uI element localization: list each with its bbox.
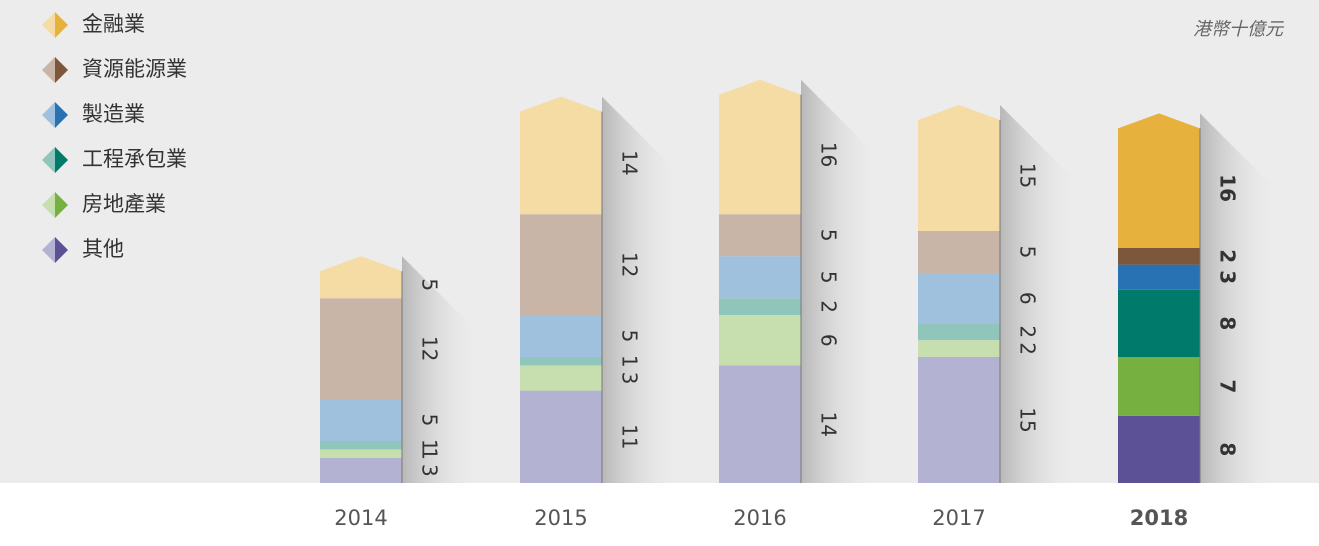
legend-label: 其他 <box>82 237 124 261</box>
bar-segment <box>320 441 402 450</box>
value-label: 5 <box>817 271 841 284</box>
bar-segment <box>520 315 602 357</box>
bar-segment <box>320 298 402 399</box>
value-label: 12 <box>618 252 642 277</box>
value-label: 8 <box>1216 316 1240 330</box>
bar-segment <box>719 256 801 299</box>
bar-segment <box>719 214 801 257</box>
value-label: 15 <box>1016 163 1040 188</box>
bar-segment <box>1118 113 1200 248</box>
bar-segment <box>1118 415 1200 483</box>
value-label: 2 <box>817 300 841 313</box>
x-tick-label: 2016 <box>733 506 786 530</box>
bar-segment <box>719 79 801 215</box>
bar-segment <box>520 390 602 483</box>
bar-segment <box>1118 247 1200 265</box>
legend-swatch <box>55 237 68 263</box>
legend-label: 金融業 <box>82 12 145 36</box>
value-label: 3 <box>618 372 642 385</box>
value-label: 14 <box>817 411 841 436</box>
bar-segment <box>320 457 402 483</box>
bar-segment <box>918 323 1000 341</box>
bar-shadow <box>1000 105 1080 483</box>
value-label: 5 <box>418 278 442 291</box>
bar-segment <box>918 231 1000 273</box>
bar-segment <box>1118 357 1200 416</box>
bar-shadow <box>1200 113 1280 484</box>
x-tick-label: 2018 <box>1130 506 1188 530</box>
legend-swatch <box>42 147 55 173</box>
bar-segment <box>520 357 602 366</box>
value-label: 2 <box>1016 325 1040 338</box>
value-label: 6 <box>817 334 841 347</box>
value-label: 16 <box>817 142 841 167</box>
value-label: 6 <box>1016 292 1040 305</box>
unit-label: 港幣十億元 <box>1193 19 1285 40</box>
legend-swatch <box>55 147 68 173</box>
bar-segment <box>520 365 602 391</box>
value-label: 5 <box>618 330 642 343</box>
bar-segment <box>918 273 1000 324</box>
value-label: 3 <box>418 464 442 477</box>
legend-label: 房地產業 <box>82 192 166 216</box>
bar-segment <box>918 105 1000 231</box>
legend-label: 工程承包業 <box>82 147 187 171</box>
legend-swatch <box>42 12 55 38</box>
legend-swatch <box>42 102 55 128</box>
x-tick-label: 2015 <box>534 506 587 530</box>
legend-swatch <box>55 102 68 128</box>
bar-shadow <box>602 96 682 483</box>
value-label: 11 <box>618 424 642 449</box>
bar-segment <box>918 340 1000 357</box>
legend-swatch <box>42 192 55 218</box>
legend-swatch <box>42 57 55 83</box>
bar-segment <box>320 449 402 458</box>
bar-segment <box>918 357 1000 483</box>
bar-shadow <box>801 79 881 484</box>
value-label: 14 <box>618 150 642 175</box>
value-label: 2 <box>1016 342 1040 355</box>
legend-swatch <box>55 12 68 38</box>
value-label: 8 <box>1216 442 1240 456</box>
value-label: 15 <box>1016 407 1040 432</box>
legend-swatch <box>42 237 55 263</box>
value-label: 1 <box>418 447 442 460</box>
value-label: 16 <box>1216 174 1240 202</box>
bar-segment <box>520 214 602 315</box>
value-label: 3 <box>1216 270 1240 284</box>
x-tick-label: 2017 <box>932 506 985 530</box>
legend-label: 資源能源業 <box>82 57 187 81</box>
value-label: 7 <box>1216 379 1240 393</box>
value-label: 1 <box>418 439 442 452</box>
legend-label: 製造業 <box>82 102 145 126</box>
bar-segment <box>520 96 602 215</box>
legend-swatch <box>55 57 68 83</box>
bar-shadow <box>402 256 482 483</box>
bar-segment <box>1118 264 1200 290</box>
legend-swatch <box>55 192 68 218</box>
x-tick-label: 2014 <box>334 506 387 530</box>
bar-segment <box>719 298 801 315</box>
bar-segment <box>320 256 402 299</box>
value-label: 1 <box>618 355 642 368</box>
bar-segment <box>719 365 801 483</box>
value-label: 5 <box>817 229 841 242</box>
bar-segment <box>719 315 801 366</box>
value-label: 5 <box>418 414 442 427</box>
bar-segment <box>1118 289 1200 357</box>
value-label: 5 <box>1016 246 1040 259</box>
bar-segment <box>320 399 402 441</box>
value-label: 2 <box>1216 249 1240 263</box>
value-label: 12 <box>418 336 442 361</box>
